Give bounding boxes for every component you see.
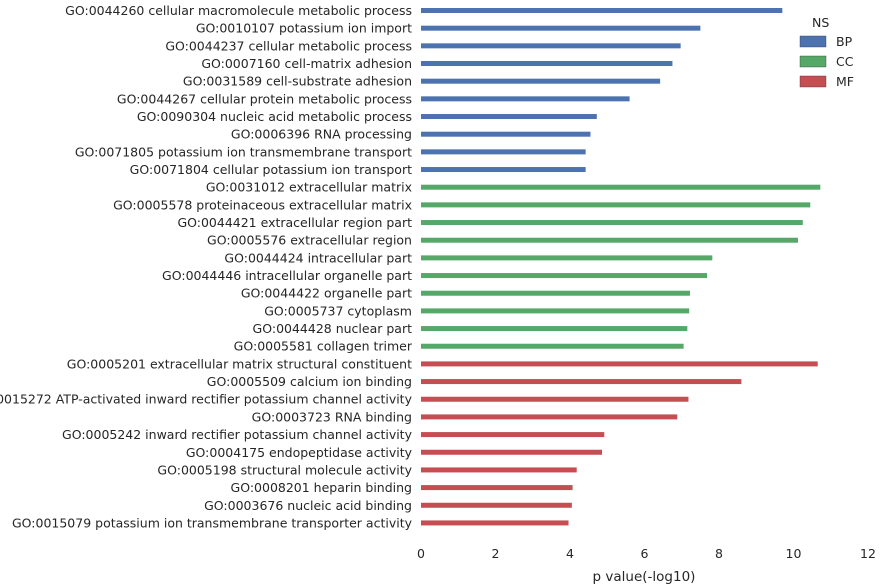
category-label: GO:0010107 potassium ion import bbox=[196, 21, 412, 36]
bar-mf-8 bbox=[421, 485, 573, 491]
category-label: GO:0015272 ATP-activated inward rectifie… bbox=[0, 392, 413, 407]
category-label: GO:0044424 intracellular part bbox=[224, 250, 412, 265]
bar-cc-6 bbox=[421, 273, 708, 279]
bar-cc-9 bbox=[421, 326, 688, 332]
x-tick-label: 0 bbox=[417, 546, 425, 561]
category-label: GO:0008201 heparin binding bbox=[231, 480, 412, 495]
bar-bp-4 bbox=[421, 61, 673, 67]
category-label: GO:0005581 collagen trimer bbox=[234, 339, 413, 354]
bar-cc-8 bbox=[421, 308, 690, 314]
bar-cc-5 bbox=[421, 255, 713, 261]
bar-bp-9 bbox=[421, 149, 586, 155]
category-label: GO:0004175 endopeptidase activity bbox=[186, 445, 413, 460]
category-label: GO:0071804 cellular potassium ion transp… bbox=[130, 162, 412, 177]
category-label: GO:0044237 cellular metabolic process bbox=[165, 38, 412, 53]
bar-cc-3 bbox=[421, 220, 803, 226]
category-label: GO:0005737 cytoplasm bbox=[264, 303, 412, 318]
category-label: GO:0005578 proteinaceous extracellular m… bbox=[113, 197, 412, 212]
category-labels: GO:0044260 cellular macromolecule metabo… bbox=[0, 3, 413, 530]
bar-mf-2 bbox=[421, 379, 742, 385]
legend-swatch-bp bbox=[799, 35, 827, 48]
x-tick-label: 10 bbox=[786, 546, 802, 561]
legend: NS BP CC MF bbox=[799, 15, 854, 89]
category-label: GO:0005201 extracellular matrix structur… bbox=[67, 356, 412, 371]
category-label: GO:0007160 cell-matrix adhesion bbox=[201, 56, 412, 71]
x-tick-label: 12 bbox=[860, 546, 876, 561]
bar-bp-3 bbox=[421, 43, 681, 49]
legend-swatch-cc bbox=[799, 55, 827, 68]
category-label: GO:0003676 nucleic acid binding bbox=[204, 498, 412, 513]
bar-cc-4 bbox=[421, 237, 798, 243]
x-tick-label: 8 bbox=[715, 546, 723, 561]
category-label: GO:0031012 extracellular matrix bbox=[206, 180, 412, 195]
bar-mf-9 bbox=[421, 502, 572, 508]
category-label: GO:0003723 RNA binding bbox=[252, 409, 412, 424]
bar-mf-5 bbox=[421, 432, 605, 438]
bar-bp-6 bbox=[421, 96, 630, 102]
bar-bp-5 bbox=[421, 78, 661, 84]
legend-label-mf: MF bbox=[836, 74, 854, 89]
category-label: GO:0015079 potassium ion transmembrane t… bbox=[12, 515, 413, 530]
bar-bp-10 bbox=[421, 167, 586, 173]
category-label: GO:0044446 intracellular organelle part bbox=[162, 268, 412, 283]
bar-bp-2 bbox=[421, 25, 701, 31]
bars bbox=[421, 8, 821, 526]
bar-cc-1 bbox=[421, 184, 821, 190]
bar-mf-4 bbox=[421, 414, 678, 420]
category-label: GO:0005198 structural molecule activity bbox=[157, 462, 412, 477]
x-tick-label: 6 bbox=[641, 546, 649, 561]
x-axis-label: p value(-log10) bbox=[593, 569, 696, 585]
legend-label-bp: BP bbox=[836, 34, 853, 49]
bar-cc-2 bbox=[421, 202, 811, 208]
legend-label-cc: CC bbox=[836, 54, 854, 69]
legend-swatch-mf bbox=[799, 75, 827, 88]
category-label: GO:0005509 calcium ion binding bbox=[207, 374, 412, 389]
category-label: GO:0031589 cell-substrate adhesion bbox=[183, 74, 412, 89]
category-label: GO:0071805 potassium ion transmembrane t… bbox=[75, 144, 412, 159]
category-label: GO:0090304 nucleic acid metabolic proces… bbox=[137, 109, 412, 124]
bar-mf-6 bbox=[421, 449, 603, 455]
category-label: GO:0005576 extracellular region bbox=[207, 233, 412, 248]
bar-cc-10 bbox=[421, 343, 684, 349]
bar-mf-1 bbox=[421, 361, 818, 367]
legend-title: NS bbox=[812, 15, 829, 30]
bar-cc-7 bbox=[421, 290, 690, 296]
x-tick-label: 4 bbox=[566, 546, 574, 561]
category-label: GO:0044428 nuclear part bbox=[253, 321, 413, 336]
x-axis: 0 2 4 6 8 10 12 bbox=[417, 546, 876, 561]
bar-mf-7 bbox=[421, 467, 577, 473]
category-label: GO:0006396 RNA processing bbox=[231, 127, 412, 142]
bar-bp-1 bbox=[421, 8, 783, 13]
category-label: GO:0005242 inward rectifier potassium ch… bbox=[62, 427, 413, 442]
x-tick-label: 2 bbox=[492, 546, 500, 561]
bar-bp-7 bbox=[421, 114, 597, 120]
category-label: GO:0044422 organelle part bbox=[241, 286, 412, 301]
category-label: GO:0044421 extracellular region part bbox=[177, 215, 412, 230]
bar-mf-3 bbox=[421, 396, 689, 402]
category-label: GO:0044267 cellular protein metabolic pr… bbox=[117, 91, 412, 106]
bar-mf-10 bbox=[421, 520, 569, 526]
bar-bp-8 bbox=[421, 131, 591, 137]
category-label: GO:0044260 cellular macromolecule metabo… bbox=[65, 3, 412, 18]
